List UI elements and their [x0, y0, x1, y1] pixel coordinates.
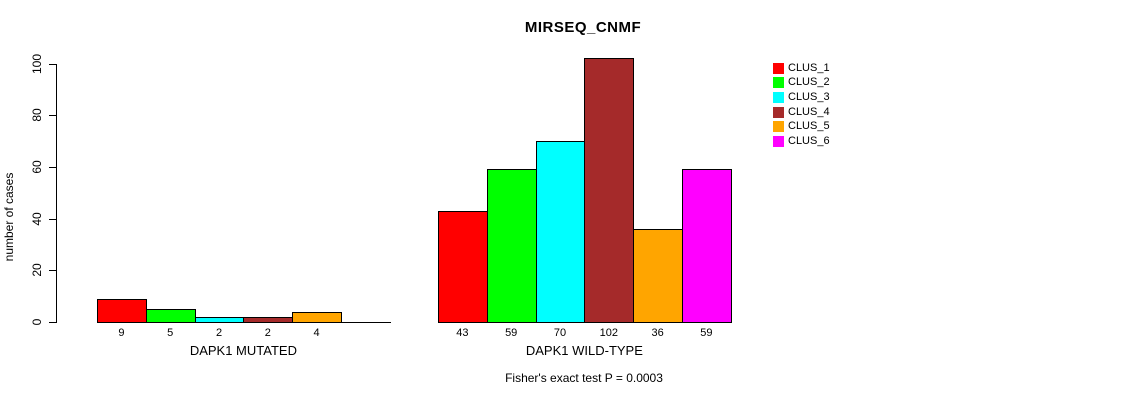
y-axis-line	[56, 63, 57, 323]
legend-item-label: CLUS_2	[788, 76, 830, 89]
legend-swatch-clus_5	[773, 121, 784, 133]
bar-clus_6	[682, 169, 732, 323]
y-tick-label: 20	[30, 263, 44, 277]
legend-item: CLUS_4	[773, 105, 830, 120]
bar-clus_1	[438, 210, 488, 323]
bar-value-label: 70	[553, 327, 567, 339]
legend-item-label: CLUS_5	[788, 120, 830, 133]
x-group-label: DAPK1 MUTATED	[189, 343, 297, 358]
legend-item-label: CLUS_4	[788, 105, 830, 118]
legend-swatch-clus_2	[773, 77, 784, 89]
legend-swatch-clus_3	[773, 91, 784, 103]
y-axis-label: number of cases	[2, 172, 16, 262]
bar-clus_5	[292, 311, 342, 323]
legend-swatch-clus_4	[773, 106, 784, 118]
bar-clus_3	[535, 141, 586, 323]
y-tick-mark	[49, 115, 56, 117]
bar-value-label: 102	[599, 327, 618, 339]
bar-clus_2	[486, 169, 537, 323]
y-tick-label: 100	[30, 53, 44, 74]
legend-item: CLUS_1	[773, 61, 830, 76]
bar-value-label: 59	[505, 327, 518, 339]
legend: CLUS_1 CLUS_2 CLUS_3 CLUS_4 CLUS_5 CLUS_6	[773, 61, 830, 149]
y-tick-label: 0	[30, 318, 44, 326]
legend-item: CLUS_5	[773, 119, 830, 134]
bar-value-label: 5	[167, 327, 174, 339]
y-tick-label: 40	[30, 211, 44, 226]
bar-value-label: 43	[456, 327, 469, 339]
bar-clus_2	[145, 309, 196, 323]
y-tick-mark	[49, 218, 56, 220]
legend-item: CLUS_6	[773, 134, 830, 149]
bar-value-label: 2	[264, 327, 271, 339]
y-tick-mark	[49, 166, 56, 168]
bar-value-label: 59	[700, 327, 713, 339]
y-tick-mark	[49, 270, 56, 272]
y-tick-label: 80	[30, 108, 44, 122]
bar-clus_3	[194, 316, 245, 323]
bar-clus_4	[243, 316, 294, 323]
bar-value-label: 36	[651, 327, 664, 339]
legend-item: CLUS_3	[773, 90, 830, 105]
legend-item-label: CLUS_6	[788, 134, 830, 147]
x-group-label: DAPK1 WILD-TYPE	[525, 343, 643, 358]
bar-clus_1	[97, 298, 147, 323]
legend-swatch-clus_6	[773, 135, 784, 147]
chart-title: MIRSEQ_CNMF	[524, 19, 642, 36]
legend-item-label: CLUS_1	[788, 61, 830, 74]
legend-item-label: CLUS_3	[788, 90, 830, 103]
bar-value-label: 9	[118, 327, 125, 339]
bar-value-label: 4	[313, 327, 320, 339]
bar-zero-clus_6	[341, 322, 391, 323]
bar-value-label: 2	[215, 327, 223, 339]
y-tick-label: 60	[30, 160, 44, 174]
legend-item: CLUS_2	[773, 76, 830, 91]
fisher-test-caption: Fisher's exact test P = 0.0003	[505, 371, 663, 385]
y-tick-mark	[49, 322, 56, 323]
legend-swatch-clus_1	[773, 62, 784, 74]
bar-clus_4	[584, 58, 635, 323]
y-tick-mark	[49, 63, 56, 65]
bar-clus_5	[633, 228, 683, 323]
